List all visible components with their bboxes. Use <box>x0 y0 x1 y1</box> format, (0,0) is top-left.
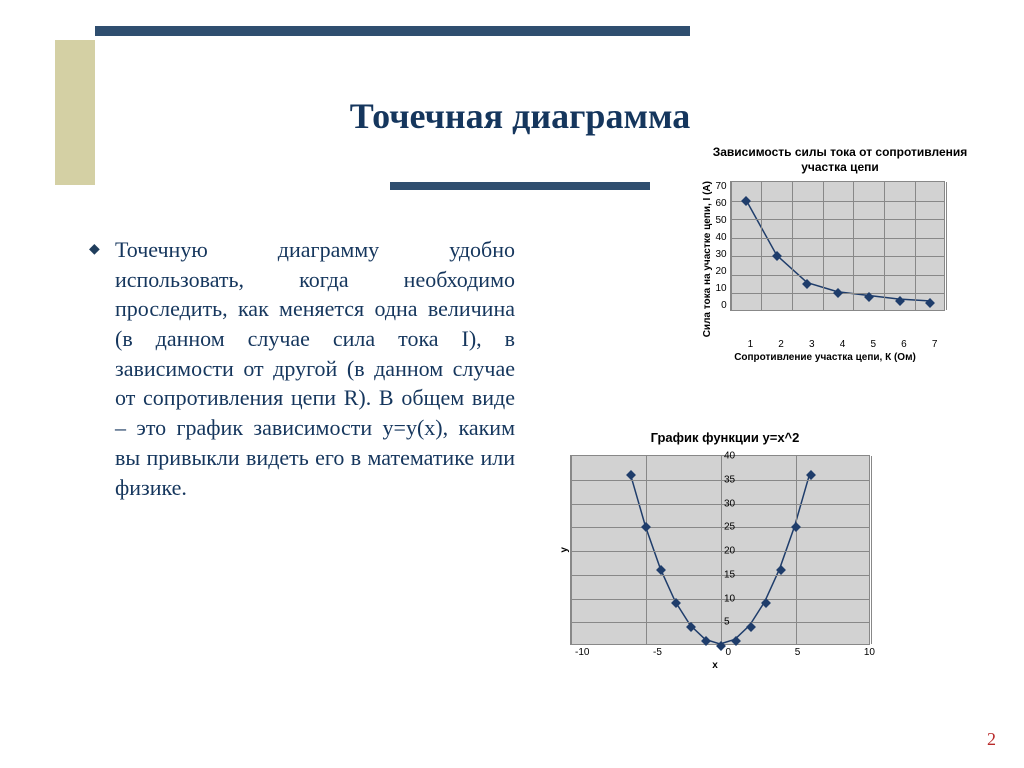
chart2-title: График функции y=x^2 <box>555 430 895 445</box>
chart1-yaxis-label: Сила тока на участке цепи, I (А) <box>700 181 716 337</box>
title-underline <box>390 182 650 190</box>
chart2-xaxis-label: x <box>555 660 875 671</box>
page-number: 2 <box>987 729 996 750</box>
chart-current-vs-resistance: Зависимость силы тока от сопротивления у… <box>700 145 980 364</box>
chart-parabola: График функции y=x^2 y 510152025303540 -… <box>555 430 895 671</box>
chart1-xticks: 1234567 <box>735 339 950 350</box>
chart2-xticks: -10-50510 <box>575 647 875 658</box>
chart2-plot-area: 510152025303540 <box>570 455 870 645</box>
body-paragraph: ◆ Точечную диаграмму удобно использовать… <box>115 235 515 502</box>
chart1-yticks: 706050403020100 <box>716 181 730 311</box>
chart1-xaxis-label: Сопротивление участка цепи, К (Ом) <box>700 352 950 364</box>
slide-title-area: Точечная диаграмма <box>310 95 730 190</box>
chart1-title: Зависимость силы тока от сопротивления у… <box>700 145 980 175</box>
slide-title: Точечная диаграмма <box>310 95 730 137</box>
body-text: Точечную диаграмму удобно использовать, … <box>115 237 515 500</box>
top-rule <box>95 26 690 36</box>
chart2-line <box>571 456 869 644</box>
bullet-icon: ◆ <box>89 241 100 260</box>
chart2-yaxis-label: y <box>555 547 570 553</box>
chart1-plot-area <box>730 181 945 311</box>
sidebar-accent-block <box>55 40 95 185</box>
